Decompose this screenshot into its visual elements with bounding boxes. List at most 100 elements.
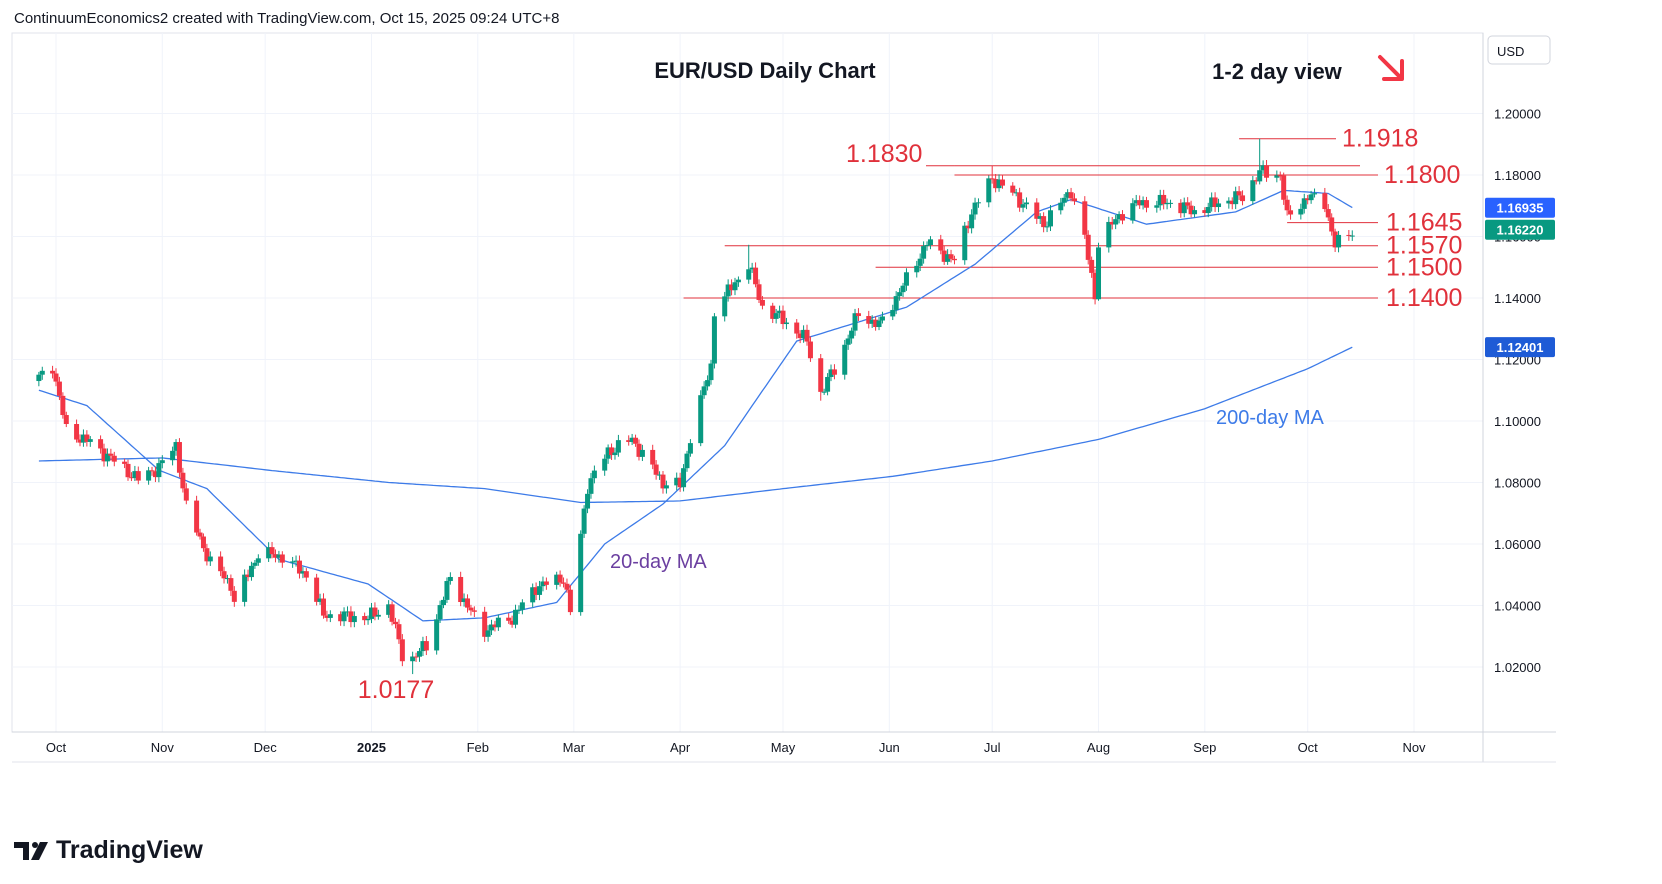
- candle-up: [945, 254, 951, 262]
- candle-up: [1205, 207, 1211, 214]
- tradingview-brand[interactable]: TradingView: [14, 836, 203, 865]
- candle-up: [876, 320, 882, 328]
- candle-down: [626, 440, 632, 442]
- candle-up: [681, 468, 687, 488]
- y-tick-label: 1.06000: [1494, 537, 1541, 552]
- candle-up: [879, 316, 885, 321]
- candle-up: [903, 272, 909, 286]
- candle-up: [159, 460, 165, 464]
- candle-up: [441, 599, 447, 606]
- candle-down: [272, 554, 278, 558]
- y-tick-label: 1.08000: [1494, 476, 1541, 491]
- candle-up: [783, 322, 789, 325]
- candle-up: [1308, 194, 1314, 201]
- candle-up: [821, 391, 827, 393]
- ma20-label: 20-day MA: [610, 551, 707, 573]
- candle-up: [344, 611, 350, 613]
- candle-down: [135, 471, 141, 481]
- candle-up: [605, 447, 611, 459]
- candle-up: [972, 202, 978, 215]
- chart-attribution: ContinuumEconomics2 created with Trading…: [14, 10, 560, 27]
- candle-down: [1240, 195, 1246, 202]
- candle-up: [1133, 200, 1139, 204]
- candle-up: [300, 571, 306, 574]
- candle-down: [564, 583, 570, 590]
- candle-down: [56, 381, 62, 396]
- chart-title: EUR/USD Daily Chart: [654, 58, 876, 83]
- candle-down: [423, 641, 429, 651]
- tradingview-wordmark: TradingView: [56, 836, 203, 864]
- candle-up: [842, 344, 848, 375]
- candle-up: [890, 309, 896, 317]
- candle-up: [1168, 202, 1174, 204]
- candle-up: [1130, 203, 1136, 221]
- candle-up: [437, 605, 443, 620]
- candle-down: [965, 225, 971, 229]
- candle-down: [561, 582, 567, 584]
- candle-down: [279, 554, 285, 563]
- candle-down: [108, 453, 114, 456]
- candle-down: [1188, 205, 1194, 215]
- currency-box: [1487, 35, 1551, 65]
- candle-down: [804, 329, 810, 342]
- candle-down: [780, 310, 786, 325]
- candle-up: [921, 246, 927, 259]
- price-badge-1.16935: 1.16935: [1485, 197, 1555, 218]
- candle-down: [413, 656, 419, 658]
- candle-up: [612, 452, 618, 456]
- candle-up: [1013, 192, 1019, 194]
- candle-down: [1120, 214, 1126, 221]
- candle-down: [1284, 199, 1290, 211]
- candle-up: [657, 474, 663, 476]
- candle-down: [1010, 185, 1016, 193]
- candle-down: [855, 313, 861, 317]
- candle-up: [969, 214, 975, 229]
- candle-down: [231, 590, 237, 602]
- candle-up: [537, 586, 543, 595]
- candle-down: [320, 598, 326, 616]
- candle-up: [749, 267, 755, 270]
- candle-up: [417, 651, 423, 657]
- candle-down: [465, 598, 471, 608]
- candle-down: [660, 474, 666, 489]
- candle-down: [200, 536, 206, 549]
- price-badge-label: 1.16220: [1497, 223, 1544, 238]
- candle-up: [173, 442, 179, 451]
- candle-up: [87, 439, 93, 442]
- candle-up: [1233, 191, 1239, 205]
- candle-up: [1298, 208, 1304, 215]
- candle-down: [1137, 200, 1143, 206]
- candle-up: [461, 598, 467, 603]
- candle-up: [897, 292, 903, 297]
- candle-up: [1023, 202, 1029, 205]
- candle-up: [701, 386, 707, 396]
- candle-up: [1058, 202, 1064, 211]
- candle-down: [770, 305, 776, 319]
- candle-down: [633, 437, 639, 444]
- candle-down: [204, 548, 210, 562]
- candle-down: [372, 607, 378, 617]
- candle-down: [729, 284, 735, 291]
- candle-up: [825, 376, 831, 392]
- candle-up: [578, 533, 584, 613]
- x-tick-label: Dec: [254, 740, 278, 755]
- axes: 1.200001.180001.160001.140001.120001.100…: [12, 33, 1556, 763]
- candle-up: [485, 630, 491, 637]
- candle-down: [509, 620, 515, 625]
- candle-up: [1020, 204, 1026, 208]
- candle-down: [873, 319, 879, 328]
- price-badges: 1.16935 1.16220 1.12401: [1485, 197, 1555, 358]
- candle-up: [290, 561, 296, 563]
- x-tick-label: Aug: [1087, 740, 1110, 755]
- x-tick-label: 2025: [357, 740, 386, 755]
- candle-up: [684, 453, 690, 469]
- candle-down: [180, 472, 186, 489]
- ma200-line: [38, 346, 1353, 504]
- candle-down: [389, 604, 395, 622]
- candle-up: [639, 449, 645, 457]
- candle-up: [447, 576, 453, 582]
- candle-up: [1037, 216, 1043, 219]
- candle-up: [615, 440, 621, 453]
- candle-down: [183, 488, 189, 501]
